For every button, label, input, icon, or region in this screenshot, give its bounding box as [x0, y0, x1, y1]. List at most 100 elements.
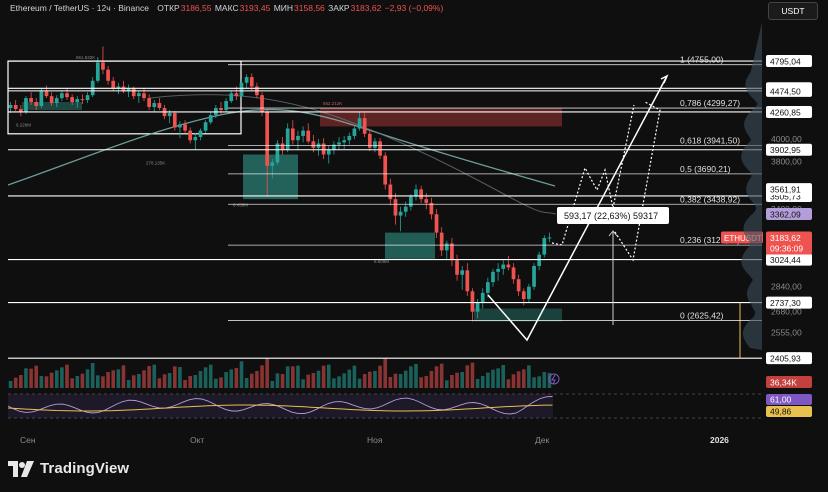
- candle-body[interactable]: [18, 109, 23, 113]
- candle-body[interactable]: [455, 260, 459, 275]
- candle-body[interactable]: [265, 112, 270, 166]
- candle-body[interactable]: [527, 286, 531, 300]
- candle-body[interactable]: [121, 86, 126, 92]
- candle-body[interactable]: [516, 279, 521, 292]
- candle-body[interactable]: [306, 130, 311, 142]
- candle-body[interactable]: [429, 202, 434, 215]
- candle-body[interactable]: [321, 143, 326, 155]
- candle-body[interactable]: [244, 77, 249, 83]
- tradingview-logo[interactable]: TradingView: [8, 460, 129, 477]
- candle-body[interactable]: [70, 97, 74, 103]
- candle-body[interactable]: [352, 128, 357, 136]
- candle-body[interactable]: [275, 143, 280, 163]
- candle-body[interactable]: [219, 108, 223, 111]
- candle-body[interactable]: [111, 80, 116, 89]
- candle-body[interactable]: [403, 206, 408, 212]
- time-tick-label[interactable]: Дек: [535, 435, 549, 445]
- candle-body[interactable]: [367, 133, 372, 148]
- candle-body[interactable]: [54, 98, 59, 104]
- candle-body[interactable]: [80, 99, 85, 101]
- time-tick-label[interactable]: 2026: [710, 435, 729, 445]
- candle-body[interactable]: [414, 189, 418, 197]
- candle-body[interactable]: [506, 264, 511, 268]
- candle-body[interactable]: [24, 98, 28, 113]
- candle-body[interactable]: [188, 130, 193, 141]
- candle-body[interactable]: [398, 211, 403, 216]
- candle-body[interactable]: [388, 184, 393, 200]
- candle-body[interactable]: [362, 118, 367, 134]
- candle-body[interactable]: [44, 91, 49, 97]
- candle-body[interactable]: [157, 103, 162, 109]
- candle-body[interactable]: [34, 102, 39, 107]
- candle-body[interactable]: [224, 101, 228, 111]
- candle-body[interactable]: [172, 113, 177, 128]
- projection-path[interactable]: [487, 75, 668, 342]
- lightning-icon[interactable]: [548, 373, 560, 385]
- candle-body[interactable]: [49, 96, 54, 104]
- candle-body[interactable]: [167, 113, 172, 117]
- candle-body[interactable]: [326, 150, 331, 155]
- time-tick-label[interactable]: Ноя: [367, 435, 383, 445]
- candle-body[interactable]: [131, 88, 136, 97]
- candle-body[interactable]: [337, 142, 341, 145]
- candle-body[interactable]: [332, 144, 336, 151]
- candle-body[interactable]: [13, 105, 18, 110]
- candle-body[interactable]: [475, 302, 480, 312]
- time-axis[interactable]: Сен Окт Ноя Дек 2026: [20, 373, 729, 445]
- time-tick-label[interactable]: Сен: [20, 435, 36, 445]
- candle-body[interactable]: [296, 135, 300, 141]
- candle-body[interactable]: [137, 93, 141, 97]
- candle-body[interactable]: [39, 91, 44, 107]
- candle-body[interactable]: [249, 77, 254, 87]
- currency-button[interactable]: USDT: [768, 2, 818, 20]
- candle-body[interactable]: [285, 128, 290, 151]
- candle-body[interactable]: [444, 243, 449, 251]
- candle-body[interactable]: [537, 254, 542, 266]
- candle-body[interactable]: [542, 238, 547, 255]
- candle-body[interactable]: [357, 118, 362, 129]
- levels-layer[interactable]: [8, 60, 762, 359]
- candle-body[interactable]: [470, 291, 475, 312]
- candle-body[interactable]: [486, 282, 490, 293]
- candle-body[interactable]: [393, 199, 398, 216]
- candle-body[interactable]: [301, 130, 305, 136]
- candle-body[interactable]: [270, 162, 275, 166]
- price-axis[interactable]: 4000,003800,002840,002680,002555,002425,…: [721, 22, 812, 417]
- candle-body[interactable]: [85, 95, 90, 101]
- candle-body[interactable]: [496, 268, 500, 272]
- candle-body[interactable]: [434, 214, 439, 233]
- candle-body[interactable]: [280, 143, 285, 151]
- candle-body[interactable]: [183, 124, 187, 131]
- candle-body[interactable]: [193, 137, 198, 141]
- candle-body[interactable]: [75, 99, 80, 103]
- time-tick-label[interactable]: Окт: [190, 435, 204, 445]
- candle-body[interactable]: [65, 93, 69, 98]
- projection-dotted-path[interactable]: [614, 101, 661, 262]
- candle-body[interactable]: [373, 141, 377, 148]
- candle-body[interactable]: [208, 115, 213, 123]
- candle-body[interactable]: [480, 292, 485, 303]
- rsi-line[interactable]: [7, 396, 553, 415]
- candle-body[interactable]: [532, 265, 536, 287]
- candle-body[interactable]: [439, 232, 444, 251]
- candle-body[interactable]: [450, 243, 454, 261]
- candle-body[interactable]: [126, 88, 131, 92]
- candle-body[interactable]: [95, 62, 100, 81]
- candle-body[interactable]: [347, 135, 352, 141]
- candle-body[interactable]: [198, 130, 203, 138]
- drawings-layer[interactable]: 1 (4755,00) 0,786 (4299,27) 0,618 (3941,50…: [228, 55, 762, 342]
- candle-body[interactable]: [60, 93, 64, 99]
- candle-body[interactable]: [106, 69, 110, 81]
- candle-body[interactable]: [460, 270, 465, 275]
- candle-body[interactable]: [203, 122, 208, 131]
- candle-body[interactable]: [419, 189, 423, 200]
- candle-body[interactable]: [342, 140, 346, 143]
- candle-body[interactable]: [29, 98, 33, 103]
- candle-body[interactable]: [465, 270, 470, 292]
- candle-body[interactable]: [383, 155, 388, 185]
- candle-body[interactable]: [501, 264, 506, 269]
- candle-body[interactable]: [152, 103, 157, 108]
- candle-body[interactable]: [290, 128, 295, 141]
